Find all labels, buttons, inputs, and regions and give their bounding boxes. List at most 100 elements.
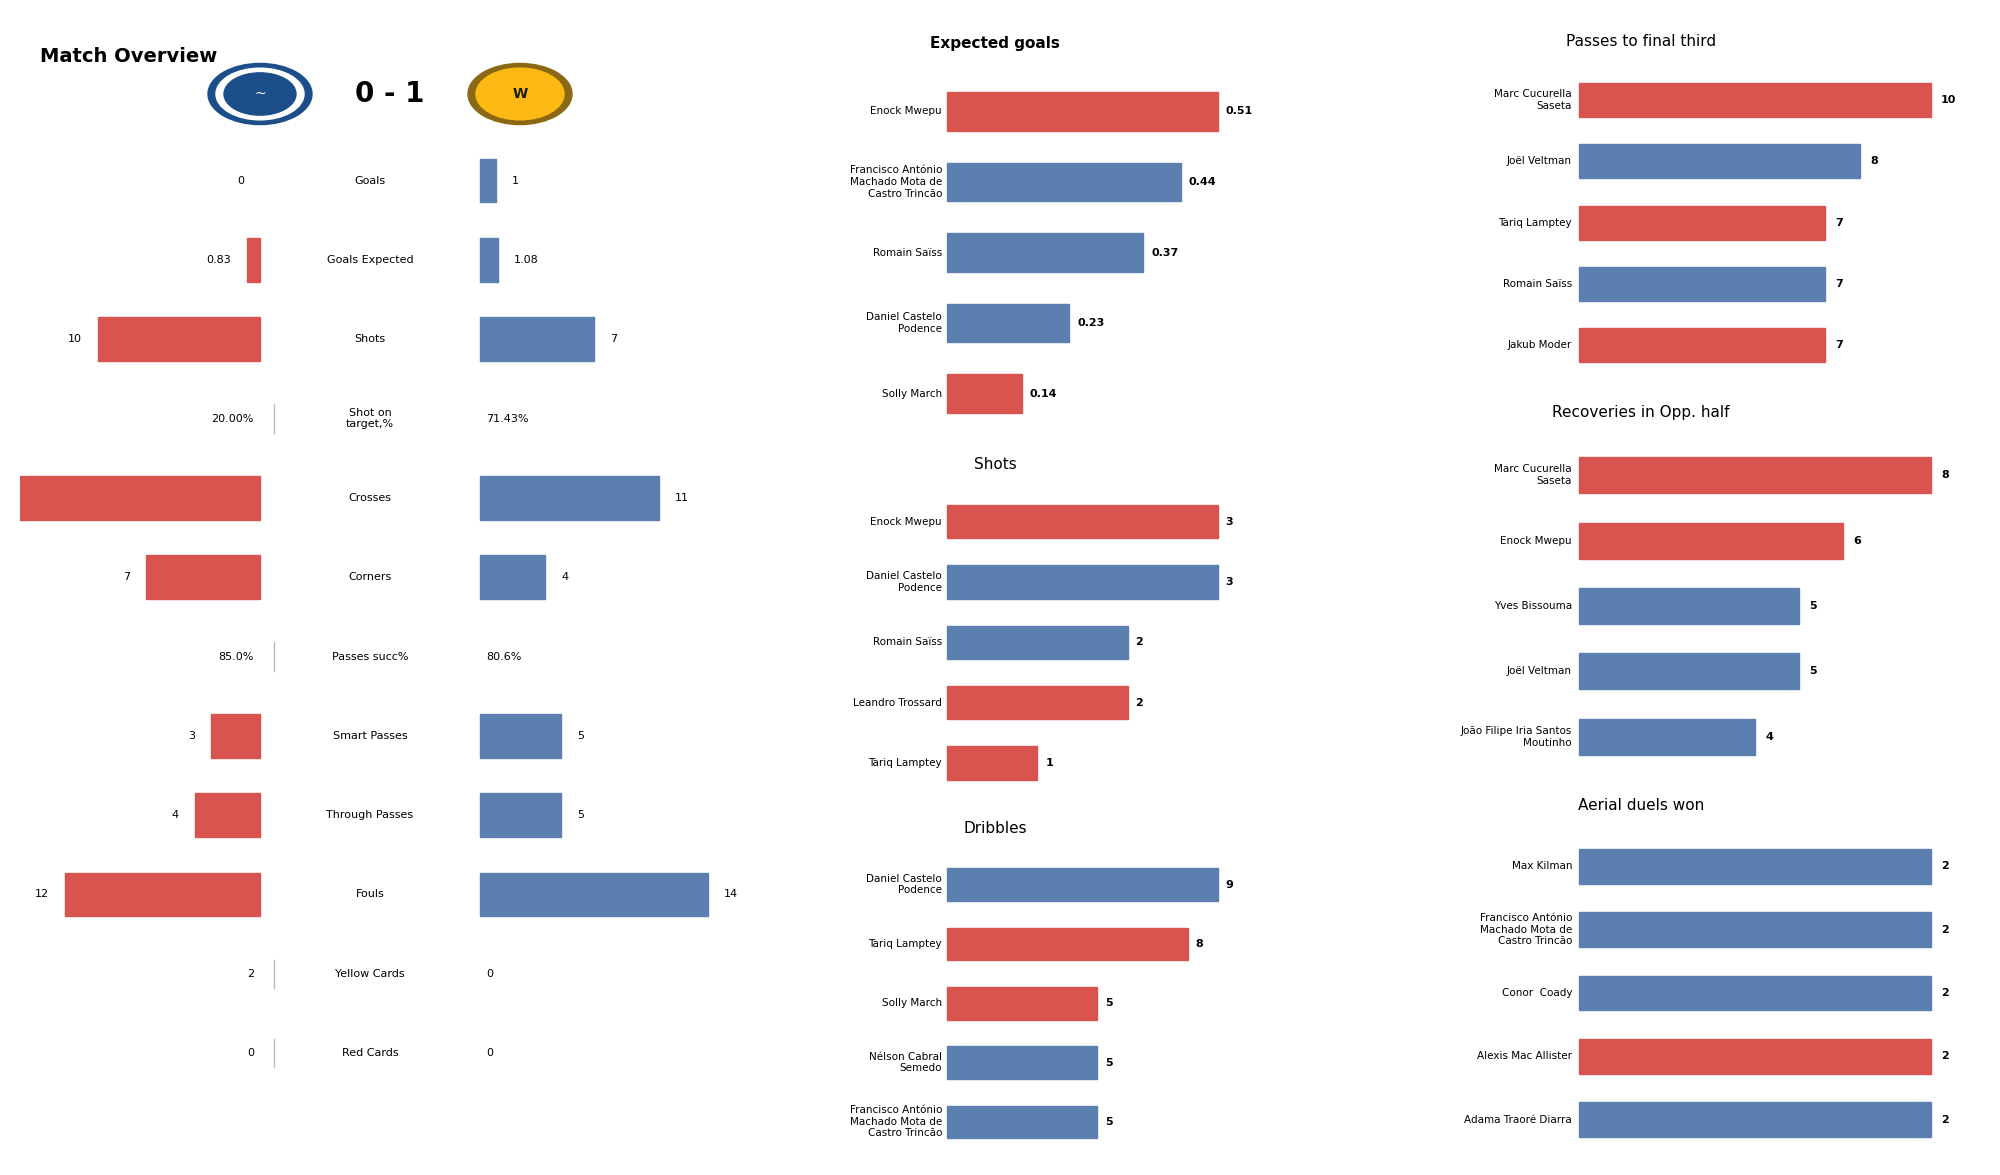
Text: 7: 7 <box>1836 341 1844 350</box>
Text: Francisco António
Machado Mota de
Castro Trincão: Francisco António Machado Mota de Castro… <box>1480 913 1572 946</box>
Text: Daniel Castelo
Podence: Daniel Castelo Podence <box>866 571 942 593</box>
Text: 0 - 1: 0 - 1 <box>356 80 424 108</box>
Text: Passes to final third: Passes to final third <box>1566 34 1716 49</box>
Bar <box>1578 457 1930 493</box>
Text: Daniel Castelo
Podence: Daniel Castelo Podence <box>866 874 942 895</box>
Text: Adama Traoré Diarra: Adama Traoré Diarra <box>1464 1115 1572 1124</box>
Text: 12: 12 <box>34 889 48 900</box>
Text: Shots: Shots <box>354 334 386 344</box>
Bar <box>1578 523 1842 558</box>
Text: 3: 3 <box>1226 517 1234 526</box>
Text: Solly March: Solly March <box>882 999 942 1008</box>
Text: 4: 4 <box>1766 732 1774 741</box>
Text: 10: 10 <box>1942 95 1956 105</box>
Bar <box>480 793 562 837</box>
Text: Marc Cucurella
Saseta: Marc Cucurella Saseta <box>1494 89 1572 110</box>
Bar <box>1578 975 1930 1010</box>
Text: 2: 2 <box>1942 1115 1948 1124</box>
Bar <box>1578 1039 1930 1074</box>
Text: Enock Mwepu: Enock Mwepu <box>1500 536 1572 545</box>
Text: 7: 7 <box>124 572 130 583</box>
Bar <box>64 873 260 916</box>
Text: ~: ~ <box>254 87 266 101</box>
Text: Goals Expected: Goals Expected <box>326 255 414 266</box>
Bar <box>948 987 1098 1020</box>
Text: Dribbles: Dribbles <box>964 821 1026 835</box>
Text: Leandro Trossard: Leandro Trossard <box>854 698 942 707</box>
Text: W: W <box>512 87 528 101</box>
Text: 7: 7 <box>1836 278 1844 289</box>
Text: Crosses: Crosses <box>348 492 392 503</box>
Text: 5: 5 <box>1106 1058 1114 1068</box>
Text: 4: 4 <box>172 810 180 820</box>
Text: Corners: Corners <box>348 572 392 583</box>
Text: 0.83: 0.83 <box>206 255 230 266</box>
Bar <box>1578 267 1826 301</box>
Bar <box>212 714 260 758</box>
Text: 1: 1 <box>512 175 520 186</box>
Text: 20.00%: 20.00% <box>212 414 254 424</box>
Bar <box>948 374 1022 412</box>
Bar <box>1578 1102 1930 1137</box>
Text: 1.08: 1.08 <box>514 255 538 266</box>
Circle shape <box>216 68 304 120</box>
Text: Expected goals: Expected goals <box>930 35 1060 51</box>
Text: 2: 2 <box>246 968 254 979</box>
Bar <box>246 239 260 282</box>
Circle shape <box>224 73 296 115</box>
Text: 14: 14 <box>724 889 738 900</box>
Text: Aerial duels won: Aerial duels won <box>1578 798 1704 813</box>
Text: 2: 2 <box>1136 637 1144 647</box>
Text: Romain Saïss: Romain Saïss <box>1502 278 1572 289</box>
Text: 5: 5 <box>578 810 584 820</box>
Text: Nélson Cabral
Semedo: Nélson Cabral Semedo <box>868 1052 942 1074</box>
Bar <box>948 746 1038 779</box>
Text: Passes succ%: Passes succ% <box>332 651 408 662</box>
Text: 0: 0 <box>248 1048 254 1059</box>
Text: Francisco António
Machado Mota de
Castro Trincão: Francisco António Machado Mota de Castro… <box>850 166 942 199</box>
Text: 7: 7 <box>610 334 616 344</box>
Text: Tariq Lamptey: Tariq Lamptey <box>868 939 942 949</box>
Text: Joël Veltman: Joël Veltman <box>1508 666 1572 677</box>
Text: Shot on
target,%: Shot on target,% <box>346 408 394 429</box>
Text: 2: 2 <box>1942 988 1948 998</box>
Bar <box>480 476 658 519</box>
Bar <box>1578 83 1930 116</box>
Text: 3: 3 <box>1226 577 1234 588</box>
Text: 10: 10 <box>68 334 82 344</box>
Bar <box>948 1046 1098 1079</box>
Bar <box>98 317 260 361</box>
Bar <box>948 868 1218 901</box>
Text: 0.23: 0.23 <box>1078 318 1104 328</box>
Bar <box>948 505 1218 538</box>
Text: Fouls: Fouls <box>356 889 384 900</box>
Text: Solly March: Solly March <box>882 389 942 398</box>
Text: Yellow Cards: Yellow Cards <box>336 968 404 979</box>
Bar <box>1578 588 1798 624</box>
Text: 8: 8 <box>1870 156 1878 167</box>
Text: 85.0%: 85.0% <box>218 651 254 662</box>
Bar <box>1578 719 1754 754</box>
Text: Jakub Moder: Jakub Moder <box>1508 341 1572 350</box>
Bar <box>1578 206 1826 240</box>
Text: 0.14: 0.14 <box>1030 389 1056 398</box>
Bar <box>196 793 260 837</box>
Text: 0: 0 <box>486 968 492 979</box>
Text: 80.6%: 80.6% <box>486 651 522 662</box>
Bar <box>480 317 594 361</box>
Bar <box>948 1106 1098 1139</box>
Text: 2: 2 <box>1136 698 1144 707</box>
Text: João Filipe Iria Santos
Moutinho: João Filipe Iria Santos Moutinho <box>1460 726 1572 747</box>
Bar <box>948 626 1128 659</box>
Text: Enock Mwepu: Enock Mwepu <box>870 517 942 526</box>
Text: 5: 5 <box>1810 602 1816 611</box>
Text: Red Cards: Red Cards <box>342 1048 398 1059</box>
Text: 5: 5 <box>578 731 584 741</box>
Bar <box>146 556 260 599</box>
Bar <box>480 159 496 202</box>
Text: 2: 2 <box>1942 1052 1948 1061</box>
Bar <box>480 556 544 599</box>
Text: 1: 1 <box>1046 758 1054 768</box>
Text: Romain Saïss: Romain Saïss <box>872 637 942 647</box>
Text: Tariq Lamptey: Tariq Lamptey <box>868 758 942 768</box>
